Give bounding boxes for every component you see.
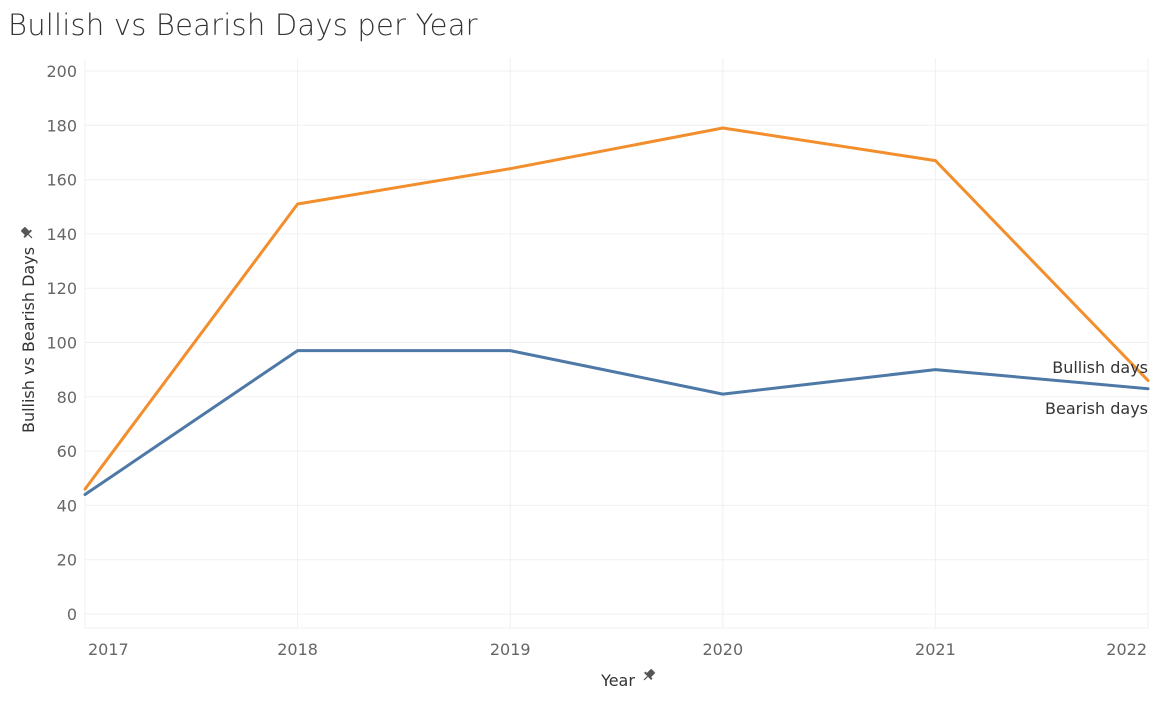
x-tick-label: 2021: [915, 640, 956, 659]
x-tick-label: 2017: [88, 640, 129, 659]
y-tick-label: 100: [46, 334, 77, 353]
y-tick-label: 180: [46, 116, 77, 135]
x-axis-ticks: 2017 2018 2019 2020 2021 2022: [88, 640, 1147, 659]
series-line-bearish[interactable]: [83, 349, 1150, 496]
grid-layer: [84, 58, 1149, 629]
series-label-bullish: Bullish days: [1052, 358, 1148, 377]
y-tick-label: 40: [57, 496, 77, 515]
series-line-bullish[interactable]: [83, 126, 1150, 491]
y-tick-label: 120: [46, 279, 77, 298]
x-axis-title: Year: [600, 667, 657, 690]
x-tick-label: 2022: [1106, 640, 1147, 659]
y-axis-ticks: 0 20 40 60 80 100 120 140 160 180 200: [46, 62, 77, 624]
x-axis-label: Year: [600, 671, 635, 690]
y-tick-label: 80: [57, 388, 77, 407]
chart-title: Bullish vs Bearish Days per Year: [8, 8, 478, 42]
x-tick-label: 2018: [277, 640, 318, 659]
y-tick-label: 0: [67, 605, 77, 624]
pin-icon[interactable]: [641, 667, 657, 683]
y-axis-title: Bullish vs Bearish Days: [19, 225, 38, 433]
series-labels: Bullish days Bearish days: [1045, 358, 1148, 418]
x-tick-label: 2020: [702, 640, 743, 659]
y-tick-label: 20: [57, 551, 77, 570]
y-tick-label: 160: [46, 171, 77, 190]
y-axis-label: Bullish vs Bearish Days: [19, 247, 38, 433]
x-tick-label: 2019: [490, 640, 531, 659]
y-tick-label: 200: [46, 62, 77, 81]
y-tick-label: 60: [57, 442, 77, 461]
y-tick-label: 140: [46, 225, 77, 244]
series-layer: [83, 126, 1150, 496]
series-label-bearish: Bearish days: [1045, 399, 1148, 418]
pin-icon[interactable]: [19, 225, 35, 241]
